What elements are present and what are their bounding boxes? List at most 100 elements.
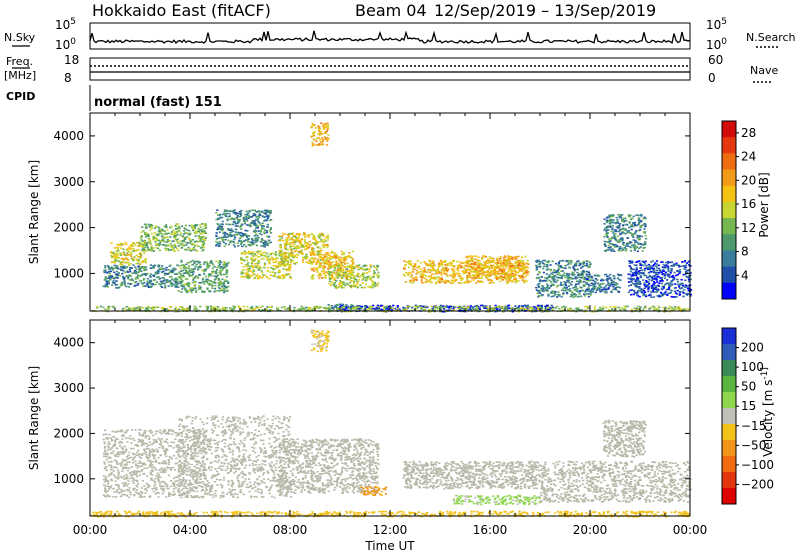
scatter-cell — [618, 245, 621, 248]
scatter-cell — [136, 284, 139, 286]
scatter-cell — [309, 251, 312, 254]
scatter-cell — [141, 226, 144, 228]
scatter-cell — [226, 280, 229, 282]
scatter-cell — [557, 272, 561, 274]
scatter-cell — [322, 259, 325, 261]
scatter-cell — [591, 283, 594, 285]
scatter-cell — [157, 239, 160, 242]
scatter-cell — [435, 272, 438, 275]
scatter-cell — [626, 224, 629, 226]
scatter-cell — [252, 230, 255, 233]
scatter-cell — [282, 232, 285, 235]
scatter-cell — [248, 265, 251, 268]
scatter-cell — [230, 240, 233, 242]
scatter-cell — [587, 283, 590, 286]
scatter-cell — [188, 241, 192, 244]
scatter-cell — [369, 285, 372, 288]
scatter-cell — [128, 279, 132, 281]
scatter-cell — [331, 281, 334, 284]
scatter-cell — [219, 216, 222, 219]
scatter-cell — [336, 277, 339, 279]
scatter-cell — [650, 261, 653, 263]
scatter-cell — [315, 243, 318, 245]
scatter-cell — [141, 283, 144, 285]
scatter-cell — [256, 234, 259, 237]
scatter-cell — [146, 243, 149, 245]
scatter-cell — [559, 260, 562, 262]
scatter-cell — [638, 295, 641, 298]
scatter-cell — [546, 290, 549, 292]
scatter-cell — [221, 268, 225, 270]
scatter-cell — [575, 262, 578, 265]
scatter-cell — [343, 257, 347, 259]
scatter-cell — [469, 275, 472, 277]
scatter-cell — [187, 233, 190, 235]
scatter-cell — [532, 308, 536, 310]
scatter-cell — [574, 294, 577, 296]
scatter-cell — [237, 245, 240, 247]
scatter-cell — [439, 304, 442, 307]
scatter-cell — [131, 242, 135, 244]
scatter-cell — [226, 264, 229, 267]
scatter-cell — [672, 263, 675, 265]
scatter-cell — [609, 238, 612, 240]
scatter-cell — [444, 281, 448, 283]
scatter-cell — [182, 275, 186, 278]
scatter-cell — [224, 209, 227, 212]
scatter-cell — [468, 268, 471, 271]
scatter-cell — [118, 243, 121, 246]
scatter-cell — [268, 230, 272, 232]
nave-label: Nave — [750, 64, 778, 77]
scatter-cell — [145, 232, 148, 235]
scatter-cell — [177, 265, 180, 267]
scatter-cell — [605, 288, 608, 290]
scatter-cell — [312, 237, 315, 239]
scatter-cell — [352, 282, 356, 285]
scatter-cell — [242, 258, 245, 261]
scatter-cell — [289, 254, 292, 256]
scatter-cell — [263, 212, 266, 214]
scatter-cell — [253, 242, 256, 244]
scatter-cell — [306, 247, 309, 249]
scatter-cell — [609, 225, 612, 227]
scatter-cell — [507, 270, 510, 272]
scatter-cell — [191, 263, 195, 266]
scatter-cell — [221, 285, 224, 288]
scatter-cell — [167, 269, 170, 271]
scatter-cell — [143, 266, 146, 268]
scatter-cell — [215, 244, 218, 247]
scatter-cell — [334, 282, 337, 284]
scatter-cell — [625, 249, 628, 252]
scatter-cell — [576, 290, 579, 293]
scatter-cell — [203, 273, 206, 275]
scatter-cell — [241, 245, 244, 248]
scatter-cell — [581, 276, 584, 278]
scatter-cell — [310, 263, 314, 265]
scatter-cell — [519, 265, 522, 267]
scatter-cell — [327, 257, 330, 259]
scatter-cell — [446, 269, 449, 272]
scatter-cell — [249, 225, 252, 228]
scatter-cell — [602, 287, 605, 289]
scatter-cell — [157, 226, 161, 229]
scatter-cell — [504, 258, 507, 261]
scatter-cell — [312, 258, 315, 261]
scatter-cell — [148, 249, 151, 251]
scatter-cell — [443, 270, 446, 273]
scatter-cell — [575, 283, 578, 285]
scatter-cell — [255, 275, 258, 277]
scatter-cell — [254, 258, 257, 260]
scatter-cell — [342, 271, 346, 274]
scatter-cell — [240, 262, 243, 264]
scatter-cell — [325, 260, 328, 263]
scatter-cell — [522, 276, 525, 279]
scatter-cell — [459, 266, 462, 269]
scatter-cell — [548, 275, 551, 278]
scatter-cell — [226, 236, 229, 238]
scatter-cell — [115, 280, 118, 282]
scatter-cell — [261, 276, 264, 278]
scatter-cell — [165, 244, 168, 247]
scatter-cell — [245, 210, 248, 213]
scatter-cell — [361, 282, 364, 284]
scatter-cell — [361, 267, 364, 270]
